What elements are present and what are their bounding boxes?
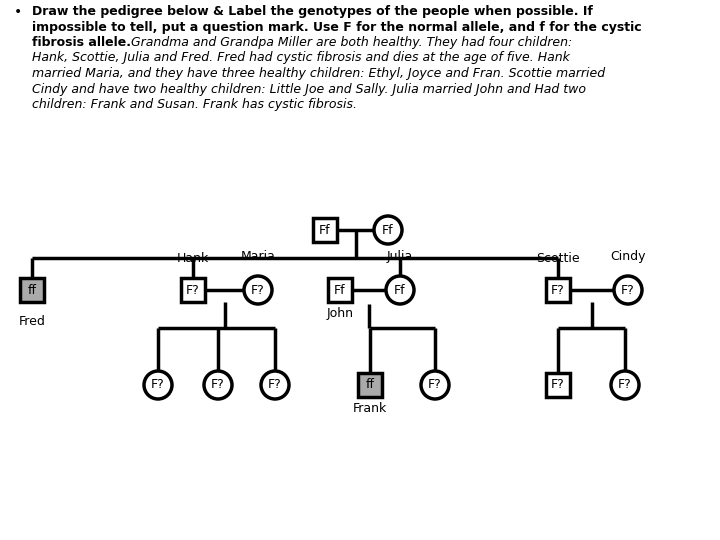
Text: Grandma and Grandpa Miller are both healthy. They had four children:: Grandma and Grandpa Miller are both heal…	[127, 36, 572, 49]
Text: Ff: Ff	[382, 224, 394, 237]
Text: Hank, Scottie, Julia and Fred. Fred had cystic fibrosis and dies at the age of f: Hank, Scottie, Julia and Fred. Fred had …	[32, 51, 570, 64]
Circle shape	[244, 276, 272, 304]
Text: John: John	[326, 307, 354, 320]
Bar	[181, 278, 205, 302]
Text: married Maria, and they have three healthy children: Ethyl, Joyce and Fran. Scot: married Maria, and they have three healt…	[32, 67, 605, 80]
Text: F?: F?	[621, 284, 635, 296]
Bar	[358, 373, 382, 397]
Bar	[546, 278, 570, 302]
Text: Cindy: Cindy	[611, 250, 646, 263]
Circle shape	[144, 371, 172, 399]
Circle shape	[261, 371, 289, 399]
Text: Frank: Frank	[353, 402, 387, 415]
Text: Hank: Hank	[177, 252, 209, 265]
Text: Draw the pedigree below & Label the genotypes of the people when possible. If: Draw the pedigree below & Label the geno…	[32, 5, 593, 18]
Bar	[20, 278, 44, 302]
Text: •: •	[14, 5, 22, 19]
Text: F?: F?	[428, 379, 442, 392]
Bar	[313, 218, 337, 242]
Circle shape	[374, 216, 402, 244]
Bar	[328, 278, 352, 302]
Text: F?: F?	[251, 284, 265, 296]
Text: Cindy and have two healthy children: Little Joe and Sally. Julia married John an: Cindy and have two healthy children: Lit…	[32, 83, 586, 96]
Circle shape	[421, 371, 449, 399]
Text: Ff: Ff	[319, 224, 330, 237]
Text: Maria: Maria	[240, 250, 276, 263]
Circle shape	[386, 276, 414, 304]
Circle shape	[204, 371, 232, 399]
Text: F?: F?	[268, 379, 282, 392]
Bar	[546, 373, 570, 397]
Text: Ff: Ff	[334, 284, 346, 296]
Text: children: Frank and Susan. Frank has cystic fibrosis.: children: Frank and Susan. Frank has cys…	[32, 98, 357, 111]
Text: ff: ff	[366, 379, 374, 392]
Text: Ff: Ff	[394, 284, 406, 296]
Text: F?: F?	[551, 284, 565, 296]
Text: F?: F?	[186, 284, 200, 296]
Text: Julia: Julia	[387, 250, 413, 263]
Text: F?: F?	[551, 379, 565, 392]
Text: F?: F?	[618, 379, 632, 392]
Text: F?: F?	[151, 379, 165, 392]
Text: Scottie: Scottie	[536, 252, 580, 265]
Text: impossible to tell, put a question mark. Use F for the normal allele, and f for : impossible to tell, put a question mark.…	[32, 21, 642, 33]
Text: F?: F?	[211, 379, 225, 392]
Circle shape	[611, 371, 639, 399]
Text: fibrosis allele.: fibrosis allele.	[32, 36, 131, 49]
Text: ff: ff	[27, 284, 37, 296]
Circle shape	[614, 276, 642, 304]
Text: Fred: Fred	[19, 315, 45, 328]
